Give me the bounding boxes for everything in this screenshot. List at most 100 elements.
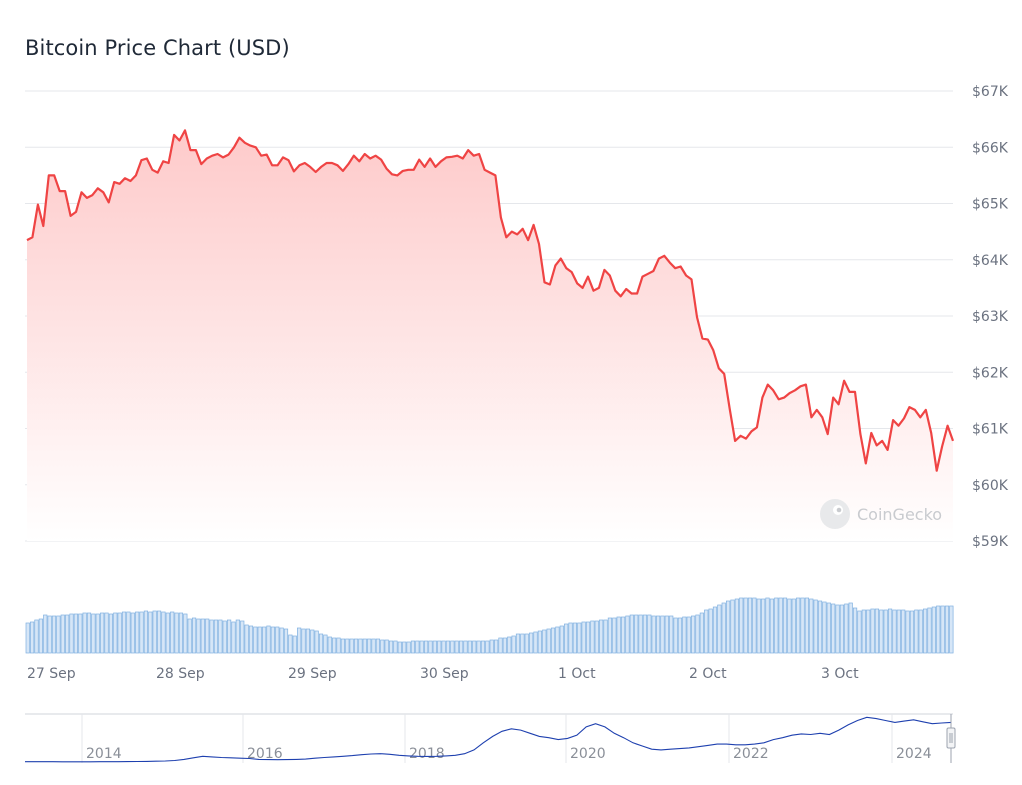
navigator-tick-label: 2024: [896, 746, 932, 762]
volume-bar: [852, 607, 858, 654]
volume-bar: [191, 617, 197, 654]
volume-bar: [174, 612, 179, 654]
volume-bar: [406, 641, 411, 654]
volume-bar: [384, 639, 389, 654]
volume-bar: [813, 599, 818, 654]
volume-bar: [196, 618, 201, 654]
volume-bar: [555, 626, 560, 654]
volume-bar: [796, 597, 801, 654]
volume-bar: [664, 615, 669, 654]
volume-bar: [266, 625, 271, 654]
volume-bar: [761, 598, 766, 654]
volume-bar: [283, 628, 289, 654]
volume-bar: [734, 598, 739, 654]
volume-bar: [489, 639, 494, 654]
volume-bar: [209, 619, 214, 654]
volume-bar: [901, 609, 906, 654]
volume-bar: [927, 607, 932, 654]
volume-bar: [896, 609, 901, 654]
volume-bar: [419, 640, 424, 654]
volume-bar: [222, 620, 227, 654]
volume-bar: [318, 633, 324, 654]
volume-bar: [708, 608, 713, 654]
volume-bar: [594, 620, 599, 654]
volume-bar: [69, 613, 74, 654]
volume-bar: [82, 612, 87, 654]
volume-bar: [345, 638, 350, 654]
volume-bar: [388, 640, 394, 654]
volume-bar: [240, 620, 245, 654]
volume-bar: [47, 615, 52, 654]
volume-bar: [410, 640, 416, 654]
volume-bar: [170, 611, 175, 654]
volume-bar: [78, 613, 83, 654]
volume-bar: [717, 604, 722, 654]
volume-bar: [472, 640, 477, 654]
volume-bar: [34, 619, 39, 654]
volume-bar: [121, 611, 127, 654]
volume-bar: [511, 635, 516, 654]
volume-bar: [467, 640, 472, 654]
volume-bar: [739, 597, 744, 654]
volume-bar: [704, 609, 709, 654]
volume-bar: [669, 615, 674, 654]
volume-bar: [923, 608, 928, 654]
volume-bar: [51, 615, 57, 654]
volume-bar: [620, 616, 626, 654]
volume-bar: [91, 613, 96, 654]
volume-bar: [542, 629, 547, 654]
volume-bar: [152, 610, 157, 654]
volume-bar: [918, 609, 923, 654]
x-tick-label: 2 Oct: [689, 666, 727, 682]
volume-bar: [831, 603, 836, 654]
volume-bar: [100, 612, 105, 654]
volume-bar: [297, 627, 302, 654]
y-tick-label: $63K: [972, 309, 1009, 325]
volume-bar: [130, 612, 135, 654]
volume-bar: [686, 616, 691, 654]
volume-bar: [660, 615, 665, 654]
volume-bar: [634, 614, 639, 654]
volume-bar: [844, 603, 849, 654]
volume-bar: [187, 618, 192, 654]
volume-bar: [647, 614, 652, 654]
volume-bar: [480, 640, 486, 654]
volume-bar: [279, 627, 284, 654]
volume-bar: [270, 626, 275, 654]
volume-bar: [340, 638, 346, 654]
volume-bar: [86, 612, 92, 654]
range-navigator[interactable]: 2014 2016 2018 2020 2022 2024: [25, 713, 956, 763]
volume-bar: [43, 614, 48, 654]
y-tick-label: $59K: [972, 534, 1009, 550]
volume-bar: [200, 618, 205, 654]
volume-bar: [336, 637, 341, 654]
volume-bar: [349, 638, 354, 654]
volume-bar: [310, 629, 315, 654]
y-tick-label: $66K: [972, 140, 1009, 156]
volume-bar: [248, 625, 254, 654]
volume-bar: [655, 615, 661, 654]
volume-bar: [515, 633, 521, 654]
volume-bar: [848, 602, 853, 654]
volume-bar: [95, 613, 100, 654]
volume-bar: [787, 598, 792, 654]
volume-bar: [909, 610, 915, 654]
volume-bar: [809, 598, 814, 654]
volume-bar: [905, 610, 910, 654]
volume-bar: [559, 625, 564, 654]
volume-bar: [301, 628, 306, 654]
volume-bar: [520, 633, 525, 654]
volume-bar: [441, 640, 446, 654]
volume-bar: [502, 637, 507, 654]
volume-bar: [178, 612, 184, 654]
volume-bar: [135, 611, 140, 654]
volume-bar: [235, 619, 240, 654]
volume-bar: [581, 621, 586, 654]
volume-bar: [148, 611, 153, 654]
price-line: [26, 129, 955, 472]
navigator-handle[interactable]: [946, 727, 956, 749]
volume-bar: [126, 611, 131, 654]
volume-bar: [143, 610, 149, 654]
price-area-fill: [27, 130, 953, 541]
volume-bar: [883, 609, 888, 654]
